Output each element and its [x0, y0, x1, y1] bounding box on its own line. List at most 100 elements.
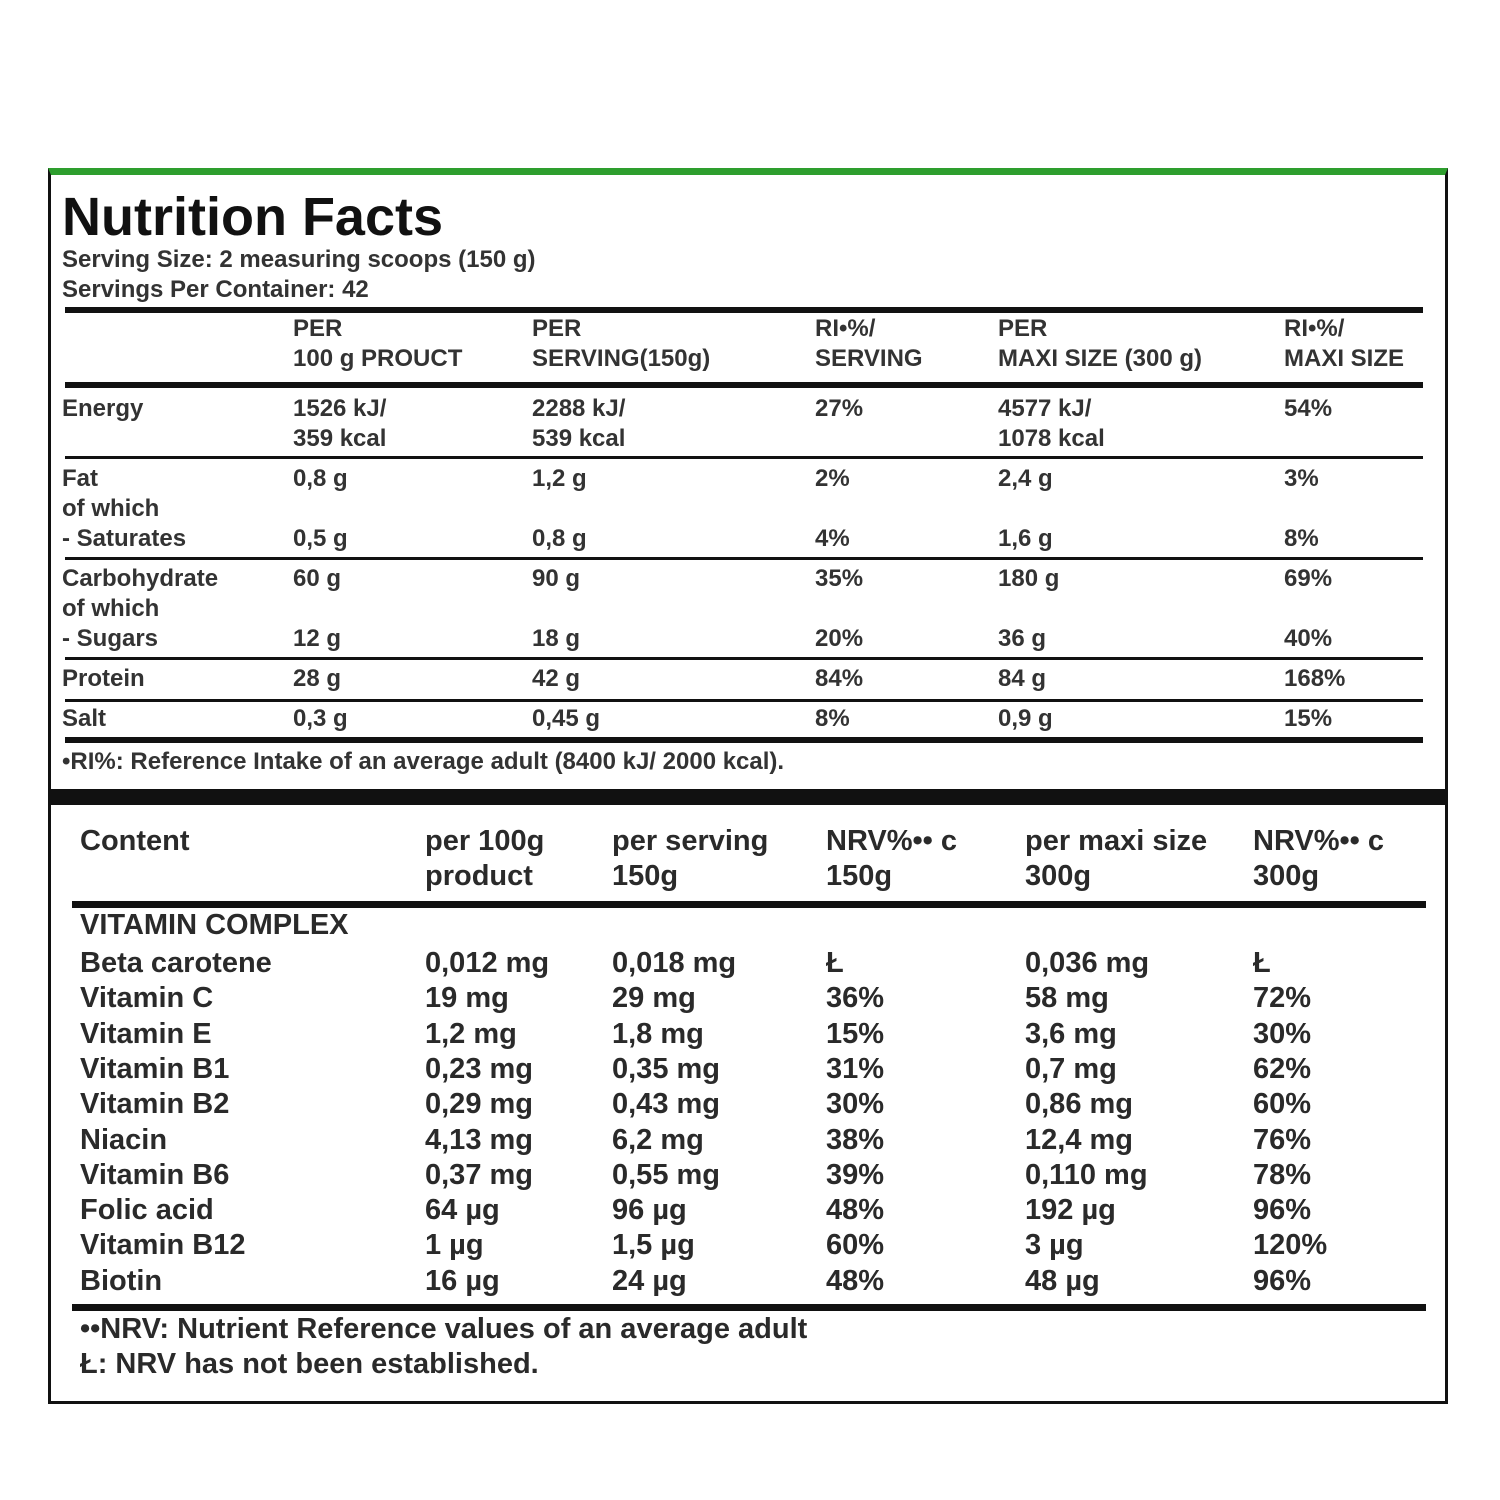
cell: 36 g — [998, 625, 1047, 652]
column-header: RI•%/ MAXI SIZE — [1284, 315, 1405, 372]
cell: 12 g — [293, 625, 342, 652]
cell: 3 µg — [1025, 1229, 1084, 1262]
row-label: Vitamin B12 — [80, 1229, 246, 1262]
row-label: Fat — [62, 465, 98, 492]
cell: 24 µg — [612, 1264, 687, 1297]
cell: 15% — [826, 1017, 885, 1050]
column-header: per 100g product — [425, 825, 545, 892]
cell: 28 g — [293, 665, 342, 692]
cell: 8% — [815, 705, 850, 732]
cell: 38% — [826, 1123, 885, 1156]
cell: 120% — [1253, 1229, 1328, 1262]
row-label: Biotin — [80, 1264, 163, 1297]
row-label: Folic acid — [80, 1194, 214, 1227]
cell: 76% — [1253, 1123, 1312, 1156]
column-header: PER MAXI SIZE (300 g) — [998, 315, 1203, 372]
cell: 0,012 mg — [425, 947, 550, 979]
cell: 16 µg — [425, 1264, 500, 1297]
cell: 39% — [826, 1158, 885, 1191]
column-header: Content — [80, 825, 190, 857]
cell: 84% — [815, 665, 864, 692]
cell: 0,018 mg — [612, 947, 737, 979]
servings-per-container: Servings Per Container: 42 — [62, 276, 369, 303]
cell: 0,8 g — [293, 465, 348, 492]
rule — [65, 699, 1423, 702]
cell: 0,23 mg — [425, 1052, 533, 1085]
row-label: - Saturates — [62, 525, 187, 552]
cell: 96 µg — [612, 1194, 687, 1227]
cell: 2288 kJ/ 539 kcal — [532, 395, 626, 452]
row-label: Beta carotene — [80, 947, 272, 979]
column-header: NRV%•• c 150g — [826, 825, 957, 892]
cell: 1,5 µg — [612, 1229, 695, 1262]
serving-size: Serving Size: 2 measuring scoops (150 g) — [62, 246, 536, 273]
cell: Ł — [826, 947, 844, 979]
cell: 1,2 g — [532, 465, 587, 492]
cell: 64 µg — [425, 1194, 500, 1227]
cell: 8% — [1284, 525, 1319, 552]
row-label: Vitamin B2 — [80, 1088, 230, 1121]
cell: 0,29 mg — [425, 1088, 533, 1121]
rule — [65, 657, 1423, 660]
cell: 0,3 g — [293, 705, 348, 732]
cell: 54% — [1284, 395, 1333, 422]
row-label: Niacin — [80, 1123, 168, 1156]
cell: 0,036 mg — [1025, 947, 1150, 979]
cell: 1,6 g — [998, 525, 1053, 552]
column-header: PER SERVING(150g) — [532, 315, 711, 372]
cell: 31% — [826, 1052, 885, 1085]
cell: 1,2 mg — [425, 1017, 517, 1050]
band — [48, 789, 1448, 805]
cell: 12,4 mg — [1025, 1123, 1133, 1156]
section-title: VITAMIN COMPLEX — [80, 909, 349, 941]
cell: 0,55 mg — [612, 1158, 720, 1191]
cell: 0,110 mg — [1025, 1158, 1148, 1191]
cell: 4% — [815, 525, 850, 552]
cell: 15% — [1284, 705, 1333, 732]
cell: 48 µg — [1025, 1264, 1100, 1297]
cell: 0,9 g — [998, 705, 1053, 732]
cell: 2,4 g — [998, 465, 1053, 492]
cell: 180 g — [998, 565, 1060, 592]
column-header: PER 100 g PROUCT — [293, 315, 463, 372]
row-label: of which — [62, 595, 160, 622]
cell: 60% — [826, 1229, 885, 1262]
footnote: •RI%: Reference Intake of an average adu… — [62, 748, 785, 775]
cell: 58 mg — [1025, 982, 1109, 1015]
cell: 192 µg — [1025, 1194, 1116, 1227]
title: Nutrition Facts — [62, 187, 444, 247]
cell: 20% — [815, 625, 864, 652]
cell: 48% — [826, 1194, 885, 1227]
column-header: per serving 150g — [612, 825, 769, 892]
cell: 18 g — [532, 625, 581, 652]
cell: 78% — [1253, 1158, 1312, 1191]
cell: 96% — [1253, 1264, 1312, 1297]
row-label: Salt — [62, 705, 107, 732]
cell: 2% — [815, 465, 850, 492]
cell: 0,5 g — [293, 525, 348, 552]
cell: 168% — [1284, 665, 1346, 692]
cell: 0,86 mg — [1025, 1088, 1133, 1121]
cell: 1526 kJ/ 359 kcal — [293, 395, 387, 452]
cell: 60% — [1253, 1088, 1312, 1121]
cell: 62% — [1253, 1052, 1312, 1085]
row-label: Vitamin C — [80, 982, 214, 1015]
rule — [65, 307, 1423, 313]
cell: 1 µg — [425, 1229, 484, 1262]
cell: 3,6 mg — [1025, 1017, 1117, 1050]
row-label: Vitamin E — [80, 1017, 212, 1050]
cell: 6,2 mg — [612, 1123, 704, 1156]
column-header: NRV%•• c 300g — [1253, 825, 1384, 892]
cell: 1,8 mg — [612, 1017, 704, 1050]
row-label: Protein — [62, 665, 145, 692]
cell: 0,7 mg — [1025, 1052, 1117, 1085]
cell: 0,8 g — [532, 525, 587, 552]
cell: 42 g — [532, 665, 581, 692]
rule — [72, 901, 1426, 908]
rule — [65, 456, 1423, 459]
cell: 69% — [1284, 565, 1333, 592]
cell: 3% — [1284, 465, 1319, 492]
rule — [65, 557, 1423, 560]
rule — [72, 1304, 1426, 1311]
